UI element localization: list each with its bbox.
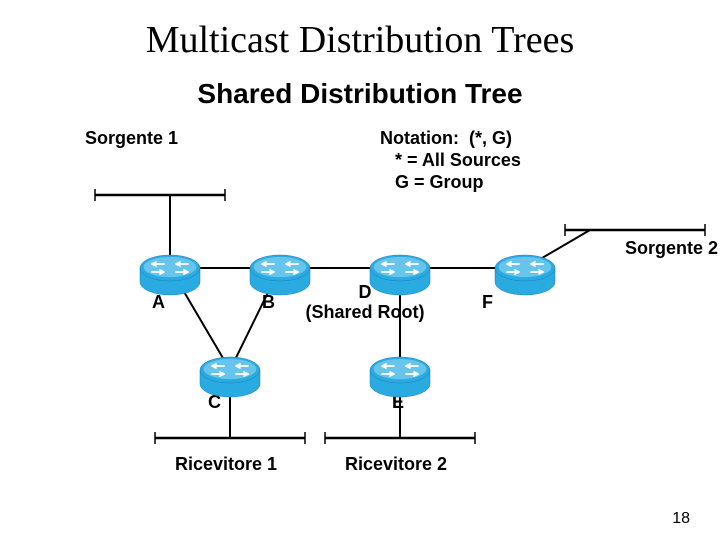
router-icon bbox=[495, 255, 555, 295]
router-icon bbox=[370, 357, 430, 397]
router-icon bbox=[370, 255, 430, 295]
router-icon bbox=[200, 357, 260, 397]
network-diagram bbox=[0, 0, 720, 540]
router-icon bbox=[250, 255, 310, 295]
router-icon bbox=[140, 255, 200, 295]
